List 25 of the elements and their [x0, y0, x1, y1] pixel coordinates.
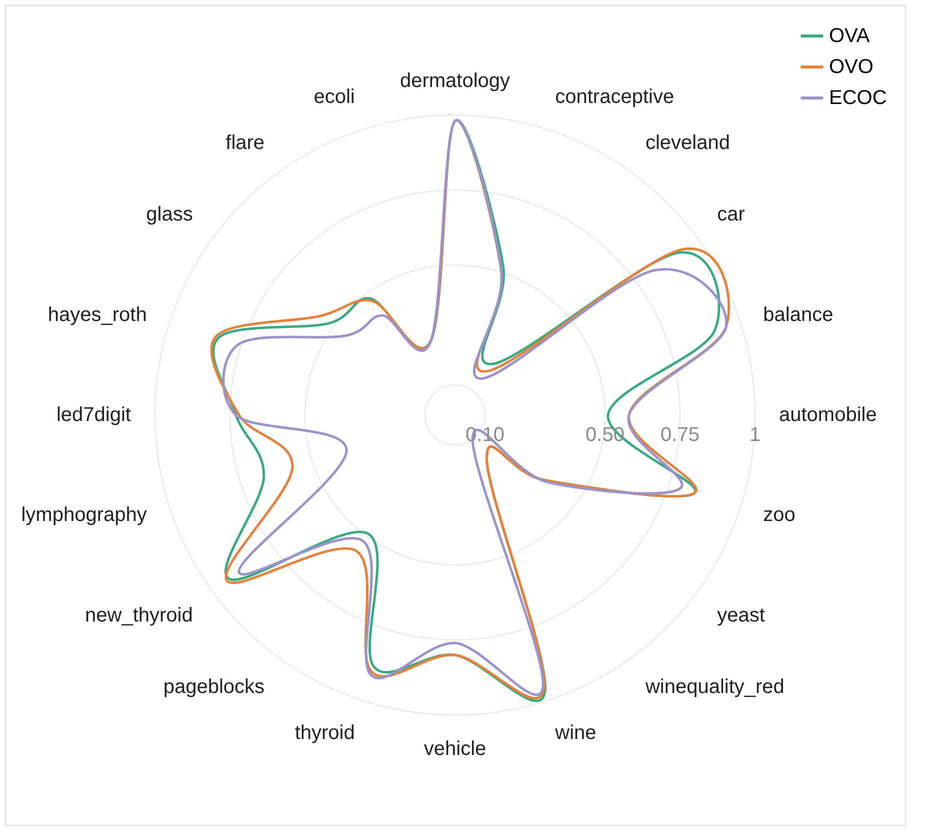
spoke-label: hayes_roth [48, 304, 147, 326]
spoke-label: pageblocks [163, 676, 265, 698]
y-tick-label: 0.75 [660, 424, 700, 446]
spoke-label: ecoli [314, 86, 355, 108]
spoke-label: led7digit [56, 404, 132, 426]
spoke-label: yeast [717, 604, 766, 626]
spoke-label: cleveland [645, 132, 730, 154]
legend-label: ECOC [829, 87, 887, 109]
spoke-label: vehicle [424, 738, 486, 760]
spoke-label: dermatology [400, 70, 510, 92]
y-tick-label: 1 [749, 424, 761, 446]
spoke-label: car [717, 204, 746, 226]
spoke-label: wine [554, 722, 596, 744]
spoke-label: glass [146, 204, 193, 226]
spoke-label: flare [226, 132, 265, 154]
spoke-label: thyroid [294, 722, 355, 744]
spoke-label: new_thyroid [85, 604, 193, 626]
spoke-label: automobile [779, 404, 877, 426]
spoke-label: contraceptive [555, 86, 674, 108]
spoke-label: lymphography [21, 504, 147, 526]
spoke-label: balance [763, 304, 834, 326]
legend-label: OVA [829, 25, 870, 47]
spoke-label: winequality_red [644, 676, 784, 698]
legend-label: OVO [829, 56, 874, 78]
spoke-label: zoo [763, 504, 796, 526]
